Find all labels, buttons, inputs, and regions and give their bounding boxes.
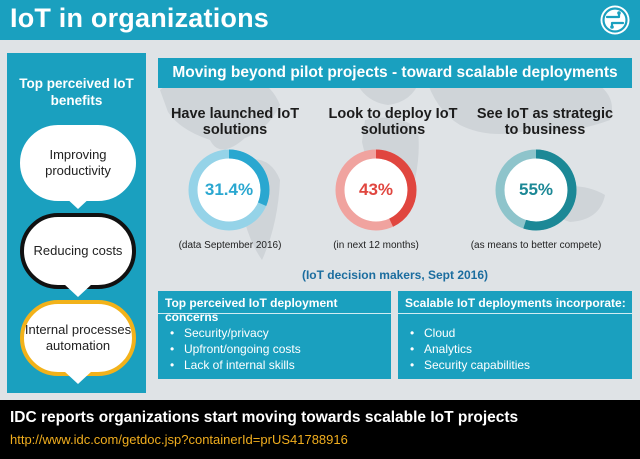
scalable-box: Scalable IoT deployments incorporate: Cl… bbox=[398, 291, 632, 379]
decision-makers-note: (IoT decision makers, Sept 2016) bbox=[301, 268, 489, 282]
stat-note-strategic: (as means to better compete) bbox=[470, 240, 602, 251]
stat-ring-launched bbox=[188, 149, 270, 231]
ring-progress-arc bbox=[495, 149, 577, 231]
stat-label-launched: Have launched IoT solutions bbox=[170, 106, 300, 138]
benefit-tail bbox=[64, 196, 92, 209]
list-item: Lack of internal skills bbox=[170, 357, 301, 373]
list-item: Security/privacy bbox=[170, 325, 301, 341]
scalable-title: Scalable IoT deployments incorporate: bbox=[405, 296, 626, 310]
list-item: Analytics bbox=[410, 341, 530, 357]
page-title: IoT in organizations bbox=[10, 3, 269, 33]
source-link[interactable]: http://www.idc.com/getdoc.jsp?containerI… bbox=[10, 432, 348, 447]
benefit-label: Internal processes automation bbox=[24, 322, 132, 353]
list-item: Security capabilities bbox=[410, 357, 530, 373]
stat-value-strategic: 55% bbox=[518, 180, 554, 199]
ring-progress-arc bbox=[188, 149, 270, 231]
benefits-title: Top perceived IoT benefits bbox=[19, 76, 134, 108]
stat-value-deploy: 43% bbox=[358, 180, 394, 199]
benefit-tail bbox=[64, 284, 92, 297]
stat-note-launched: (data September 2016) bbox=[178, 240, 282, 251]
banner-title: Moving beyond pilot projects - toward sc… bbox=[172, 64, 618, 81]
concerns-box: Top perceived IoT deployment concerns Se… bbox=[158, 291, 391, 379]
list-item: Cloud bbox=[410, 325, 530, 341]
section-banner: Moving beyond pilot projects - toward sc… bbox=[158, 58, 632, 88]
benefit-tail bbox=[64, 371, 92, 384]
footer: IDC reports organizations start moving t… bbox=[0, 400, 640, 459]
concerns-list: Security/privacy Upfront/ongoing costs L… bbox=[170, 325, 301, 373]
ring-progress-arc bbox=[335, 149, 417, 231]
benefit-automation: Internal processes automation bbox=[20, 300, 136, 376]
stat-value-launched: 31.4% bbox=[204, 180, 254, 199]
list-item: Upfront/ongoing costs bbox=[170, 341, 301, 357]
stat-ring-deploy bbox=[335, 149, 417, 231]
divider bbox=[158, 313, 391, 314]
header: IoT in organizations bbox=[0, 0, 640, 40]
concerns-title: Top perceived IoT deployment concerns bbox=[165, 296, 338, 324]
benefit-label: Improving productivity bbox=[45, 147, 111, 178]
circuit-logo-icon bbox=[600, 5, 630, 35]
stat-label-strategic: See IoT as strategic to business bbox=[476, 106, 614, 138]
stat-ring-strategic bbox=[495, 149, 577, 231]
footer-title: IDC reports organizations start moving t… bbox=[10, 409, 519, 426]
stat-note-deploy: (in next 12 months) bbox=[333, 240, 419, 251]
divider bbox=[398, 313, 632, 314]
stat-label-deploy: Look to deploy IoT solutions bbox=[328, 106, 458, 138]
benefit-productivity: Improving productivity bbox=[20, 125, 136, 201]
benefit-costs: Reducing costs bbox=[20, 213, 136, 289]
scalable-list: Cloud Analytics Security capabilities bbox=[410, 325, 530, 373]
benefit-label: Reducing costs bbox=[33, 243, 123, 258]
